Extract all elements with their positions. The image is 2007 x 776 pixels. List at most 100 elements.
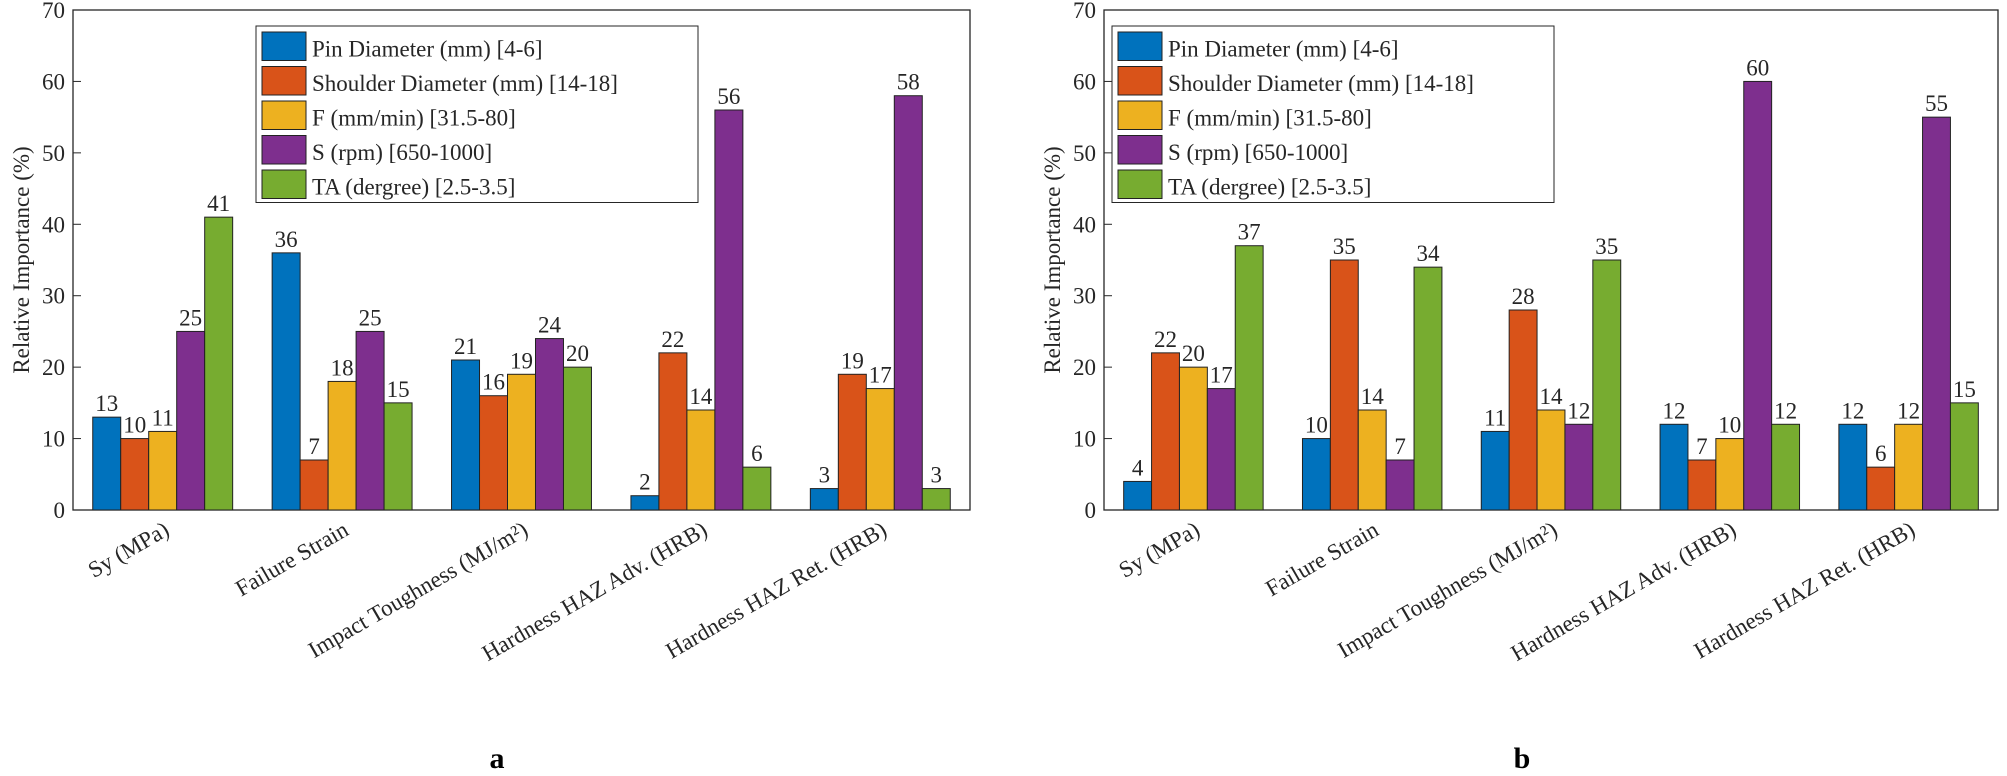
bar <box>299 459 329 511</box>
y-tick-label: 10 <box>1073 427 1096 452</box>
value-label: 3 <box>819 463 831 488</box>
value-label: 7 <box>1696 434 1708 459</box>
bar <box>1329 259 1359 511</box>
y-tick-label: 60 <box>42 69 65 94</box>
bar <box>1413 266 1443 511</box>
value-label: 10 <box>1305 413 1328 438</box>
legend-swatch <box>261 66 307 96</box>
legend-swatch <box>1117 135 1163 165</box>
value-label: 55 <box>1925 91 1948 116</box>
y-tick-label: 20 <box>1073 355 1096 380</box>
legend-label: F (mm/min) [31.5-80] <box>312 106 516 131</box>
bar <box>837 373 867 511</box>
value-label: 22 <box>1154 327 1177 352</box>
y-tick-label: 30 <box>1073 284 1096 309</box>
value-label: 7 <box>308 434 320 459</box>
bar <box>507 373 536 511</box>
y-tick-label: 0 <box>1085 498 1097 523</box>
value-label: 18 <box>331 355 354 380</box>
value-label: 12 <box>1774 398 1797 423</box>
value-label: 14 <box>1361 384 1385 409</box>
value-label: 12 <box>1897 398 1920 423</box>
bar <box>1838 423 1868 511</box>
bar <box>1592 259 1622 511</box>
value-label: 35 <box>1333 234 1356 259</box>
bar <box>809 488 839 511</box>
x-tick-label: Sy (MPa) <box>84 517 173 583</box>
value-label: 28 <box>1512 284 1535 309</box>
bar <box>148 430 178 511</box>
legend-label: F (mm/min) [31.5-80] <box>1168 106 1372 131</box>
value-label: 20 <box>1182 341 1205 366</box>
bar <box>893 95 923 511</box>
bar <box>383 402 413 511</box>
value-label: 56 <box>717 84 740 109</box>
bar <box>1151 352 1180 511</box>
bar <box>204 216 234 511</box>
bar <box>658 352 688 511</box>
panel-label: a <box>490 742 505 775</box>
value-label: 22 <box>661 327 684 352</box>
value-label: 21 <box>454 334 477 359</box>
value-label: 19 <box>841 348 864 373</box>
legend-label: S (rpm) [650-1000] <box>1168 140 1348 165</box>
value-label: 36 <box>275 227 298 252</box>
value-label: 14 <box>689 384 713 409</box>
bar <box>1949 402 1979 511</box>
bar <box>1715 438 1745 511</box>
value-label: 35 <box>1595 234 1618 259</box>
value-label: 14 <box>1540 384 1564 409</box>
legend-box <box>1111 25 1555 203</box>
legend-label: Pin Diameter (mm) [4-6] <box>1168 37 1399 62</box>
value-label: 7 <box>1394 434 1406 459</box>
bar <box>1123 480 1153 511</box>
x-tick-label: Failure Strain <box>231 516 353 601</box>
value-label: 6 <box>751 441 763 466</box>
bar <box>1687 459 1717 511</box>
bar <box>1771 423 1801 511</box>
bar <box>92 416 122 511</box>
legend-label: Shoulder Diameter (mm) [14-18] <box>312 71 618 96</box>
bar <box>562 366 592 511</box>
y-tick-label: 50 <box>1073 141 1096 166</box>
bar <box>271 252 301 511</box>
y-tick-label: 10 <box>42 427 65 452</box>
value-label: 4 <box>1132 455 1144 480</box>
bar <box>355 330 385 511</box>
value-label: 19 <box>510 348 533 373</box>
y-tick-label: 60 <box>1073 69 1096 94</box>
bar <box>1866 466 1896 511</box>
bar <box>120 438 150 511</box>
value-label: 16 <box>482 370 505 395</box>
bar <box>630 495 660 511</box>
bar <box>1480 430 1510 511</box>
value-label: 12 <box>1567 398 1590 423</box>
y-axis-label: Relative Importance (%) <box>1040 146 1065 373</box>
value-label: 12 <box>1663 398 1686 423</box>
bar <box>1385 459 1415 511</box>
legend-label: Pin Diameter (mm) [4-6] <box>312 37 543 62</box>
bar <box>176 330 206 511</box>
y-tick-label: 40 <box>1073 212 1096 237</box>
bar <box>479 395 509 511</box>
legend-swatch <box>261 31 307 61</box>
value-label: 10 <box>1718 413 1741 438</box>
bar <box>1659 423 1689 511</box>
y-tick-label: 70 <box>1073 0 1096 23</box>
bar <box>1301 438 1331 511</box>
value-label: 2 <box>639 470 651 495</box>
value-label: 25 <box>359 305 382 330</box>
y-tick-label: 50 <box>42 141 65 166</box>
legend-swatch <box>1117 100 1163 130</box>
y-tick-label: 0 <box>54 498 66 523</box>
value-label: 3 <box>931 463 943 488</box>
bar <box>686 409 716 511</box>
value-label: 17 <box>1210 363 1233 388</box>
value-label: 25 <box>179 305 202 330</box>
x-tick-label: Failure Strain <box>1261 516 1383 601</box>
bar <box>1536 409 1566 511</box>
bar <box>451 359 481 511</box>
legend-box <box>255 25 699 203</box>
legend-swatch <box>261 100 307 130</box>
